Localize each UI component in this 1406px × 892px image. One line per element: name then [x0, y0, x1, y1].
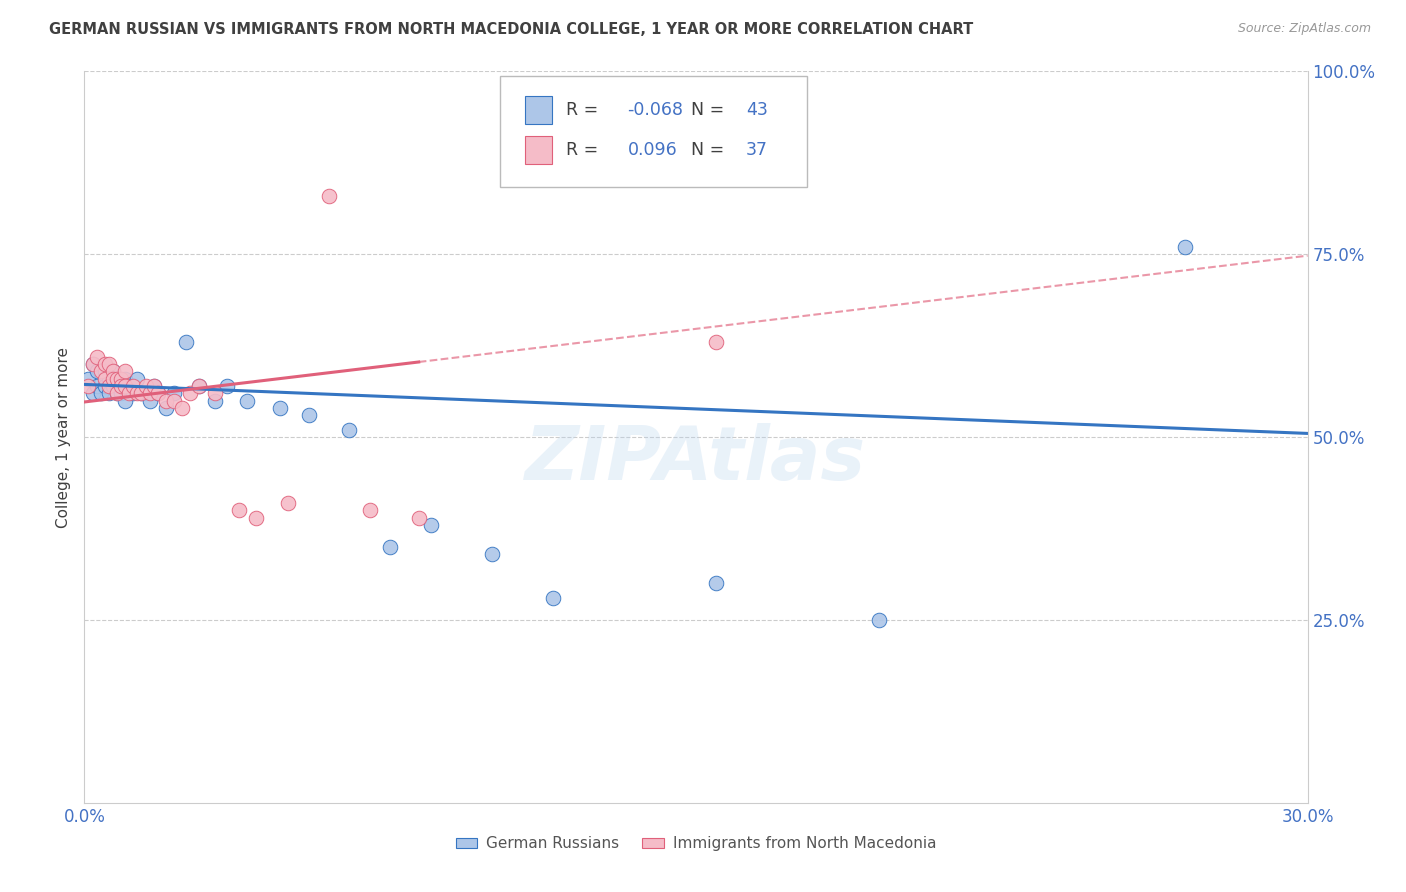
Point — [408, 510, 430, 524]
Point — [131, 386, 153, 401]
Point — [135, 379, 157, 393]
Text: R =: R = — [567, 141, 605, 159]
Point — [142, 379, 165, 393]
Point — [122, 379, 145, 393]
Point — [204, 393, 226, 408]
Point — [187, 379, 209, 393]
Point — [172, 401, 194, 415]
Point — [93, 371, 115, 385]
Point — [869, 613, 891, 627]
Bar — [524, 96, 551, 124]
FancyBboxPatch shape — [501, 77, 807, 187]
Point — [97, 357, 120, 371]
Point — [110, 371, 132, 385]
Text: R =: R = — [567, 101, 605, 120]
Point — [118, 379, 141, 393]
Point — [298, 408, 321, 422]
Point — [127, 371, 149, 385]
Point — [105, 386, 128, 401]
Text: 37: 37 — [747, 141, 768, 159]
Point — [380, 540, 402, 554]
Point — [105, 379, 128, 393]
Point — [90, 364, 112, 378]
Point — [86, 364, 108, 378]
Point — [420, 517, 443, 532]
Text: N =: N = — [692, 101, 730, 120]
Point — [127, 386, 149, 401]
Point — [142, 379, 165, 393]
Point — [236, 393, 259, 408]
Point — [155, 393, 177, 408]
Point — [86, 350, 108, 364]
Point — [163, 386, 186, 401]
Point — [706, 576, 728, 591]
Point — [97, 379, 120, 393]
Point — [101, 379, 124, 393]
Bar — [524, 136, 551, 163]
Point — [105, 371, 128, 385]
Point — [269, 401, 291, 415]
Point — [146, 386, 169, 401]
Point — [82, 357, 104, 371]
Point — [97, 371, 120, 385]
Text: 0.096: 0.096 — [627, 141, 678, 159]
Point — [82, 386, 104, 401]
Point — [204, 386, 226, 401]
Text: Source: ZipAtlas.com: Source: ZipAtlas.com — [1237, 22, 1371, 36]
Point — [146, 386, 169, 401]
Point — [706, 334, 728, 349]
Point — [245, 510, 267, 524]
Point — [118, 386, 141, 401]
Point — [339, 423, 361, 437]
Point — [359, 503, 381, 517]
Point — [101, 364, 124, 378]
Point — [135, 386, 157, 401]
Point — [138, 386, 160, 401]
Point — [97, 386, 120, 401]
Point — [543, 591, 565, 605]
Point — [155, 401, 177, 415]
Point — [163, 393, 186, 408]
Point — [105, 386, 128, 401]
Point — [1174, 240, 1197, 254]
Point — [86, 379, 108, 393]
Text: 43: 43 — [747, 101, 768, 120]
Text: ZIPAtlas: ZIPAtlas — [526, 423, 866, 496]
Legend: German Russians, Immigrants from North Macedonia: German Russians, Immigrants from North M… — [450, 830, 942, 857]
Point — [174, 334, 197, 349]
Point — [131, 386, 153, 401]
Y-axis label: College, 1 year or more: College, 1 year or more — [56, 347, 72, 527]
Point — [277, 496, 299, 510]
Point — [101, 371, 124, 385]
Point — [90, 386, 112, 401]
Point — [114, 379, 136, 393]
Text: N =: N = — [692, 141, 730, 159]
Point — [114, 371, 136, 385]
Point — [77, 379, 100, 393]
Point — [138, 393, 160, 408]
Point — [217, 379, 239, 393]
Point — [77, 371, 100, 385]
Text: GERMAN RUSSIAN VS IMMIGRANTS FROM NORTH MACEDONIA COLLEGE, 1 YEAR OR MORE CORREL: GERMAN RUSSIAN VS IMMIGRANTS FROM NORTH … — [49, 22, 973, 37]
Point — [93, 357, 115, 371]
Point — [110, 379, 132, 393]
Point — [101, 364, 124, 378]
Text: -0.068: -0.068 — [627, 101, 683, 120]
Point — [187, 379, 209, 393]
Point — [110, 379, 132, 393]
Point — [122, 386, 145, 401]
Point — [93, 379, 115, 393]
Point — [179, 386, 201, 401]
Point — [228, 503, 250, 517]
Point — [110, 386, 132, 401]
Point — [82, 357, 104, 371]
Point — [318, 188, 340, 202]
Point — [93, 364, 115, 378]
Point — [481, 547, 503, 561]
Point — [114, 393, 136, 408]
Point — [114, 364, 136, 378]
